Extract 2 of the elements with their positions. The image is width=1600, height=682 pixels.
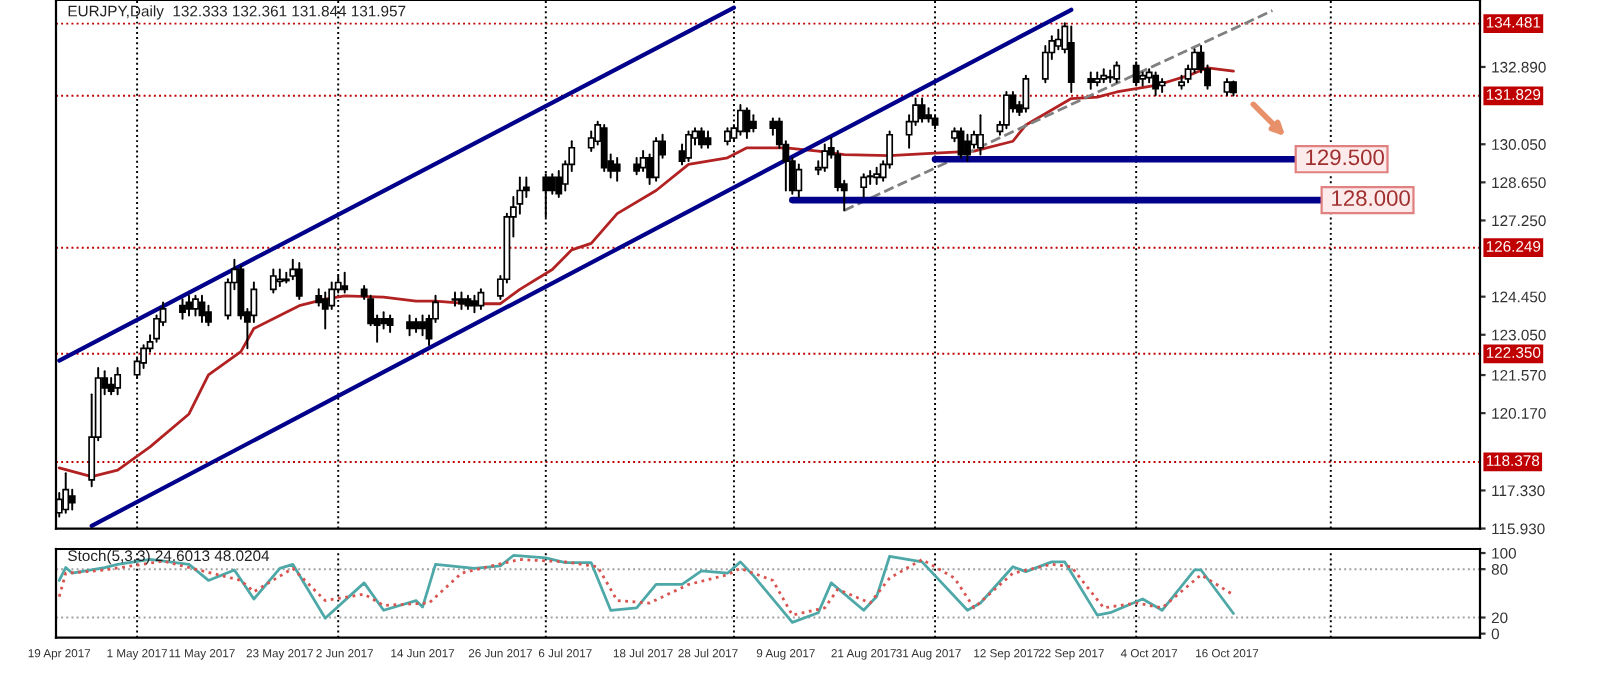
series-label: 128.000 [1332,190,1410,207]
series-label: 129.500 [1306,149,1384,166]
